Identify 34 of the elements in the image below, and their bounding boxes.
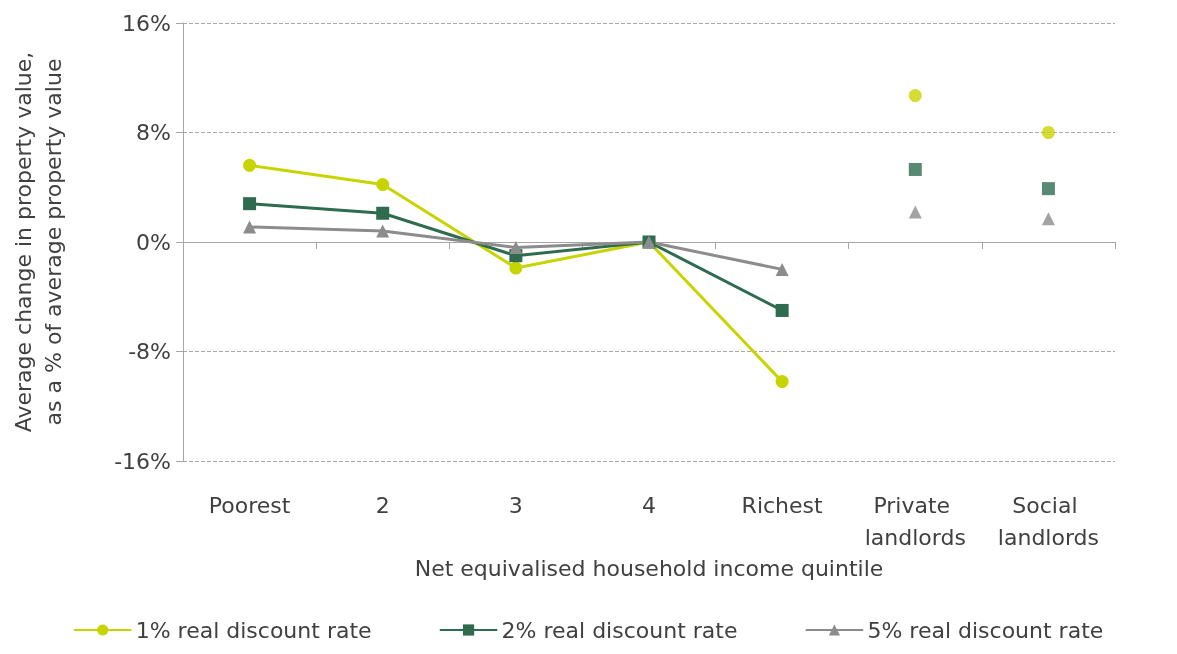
point (775, 303, 789, 317)
point (1041, 212, 1055, 226)
x-tick-label: Poorest (208, 492, 291, 518)
legend-label: 2% real discount rate (501, 617, 738, 643)
y-tick-label: -8% (128, 339, 171, 364)
point (509, 240, 523, 254)
point (1041, 182, 1055, 196)
point (376, 224, 390, 238)
point (243, 197, 257, 211)
point (908, 162, 922, 176)
y-tick-label: -16% (114, 448, 171, 474)
y-tick-label: 0% (136, 229, 171, 255)
point (908, 205, 922, 219)
y-tick-label: 16% (122, 10, 171, 36)
y-axis-title: Average change in property value, as a % of average property value (10, 51, 66, 433)
x-tick-label: Richest (741, 492, 824, 518)
point (376, 178, 390, 192)
point (775, 375, 789, 389)
x-axis-title: Net equivalised household income quintile (414, 556, 884, 582)
point (509, 261, 523, 275)
x-tick-label: 3 (508, 492, 523, 518)
legend-label: 5% real discount rate (867, 617, 1104, 643)
x-tick-label: 4 (642, 492, 656, 518)
point (908, 89, 922, 103)
point (243, 220, 257, 234)
point (775, 262, 789, 276)
point (243, 158, 257, 172)
y-tick-label: 8% (136, 120, 171, 145)
x-tick-label: 2 (375, 492, 390, 518)
x-tick-label: Private landlords (864, 492, 966, 550)
x-tick-label: Social landlords (997, 492, 1100, 550)
point (376, 206, 390, 220)
point (1041, 126, 1055, 139)
legend-label: 1% real discount rate (135, 617, 372, 643)
